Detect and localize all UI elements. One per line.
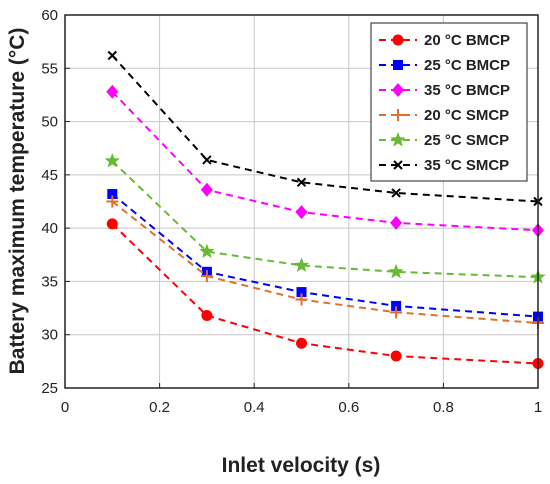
legend-marker [390,132,406,147]
legend-label: 35 °C BMCP [424,82,510,99]
data-point [104,153,120,168]
data-point [391,188,401,198]
x-axis-title: Inlet velocity (s) [222,454,381,477]
legend-marker [393,160,403,170]
legend-item: 25 °C BMCP [379,57,510,74]
y-tick-label: 60 [41,7,58,24]
series-line [111,223,539,365]
data-point [199,243,215,259]
x-tick-label: 0.4 [244,399,265,416]
series-layer [104,50,546,369]
data-point [106,218,118,230]
y-axis-title: Battery maximum temperature (°C) [6,28,29,375]
series-line [111,160,539,279]
data-point [202,155,212,165]
series-line [111,193,539,318]
data-point [390,350,402,362]
y-tick-label: 45 [41,167,58,184]
x-tick-label: 0.2 [149,399,170,416]
legend-label: 25 °C SMCP [424,132,509,149]
data-point [391,300,402,311]
data-point [296,337,307,349]
legend-item: 35 °C SMCP [379,157,509,174]
x-tick-label: 0.6 [338,399,359,416]
legend-marker [392,83,404,97]
y-tick-label: 25 [41,380,58,397]
data-point [296,177,307,188]
legend-box [370,22,528,182]
series-0 [106,218,544,369]
plot-frame [64,14,539,389]
data-point [295,205,308,220]
series-1 [107,189,543,322]
x-tick-label: 0 [61,399,69,416]
data-point [107,189,118,200]
y-tick-label: 50 [41,114,58,131]
data-point [390,306,403,319]
y-tick-label: 55 [41,60,58,77]
legend-label: 35 °C SMCP [424,157,509,174]
x-tick-label: 0.8 [433,399,454,416]
data-point [390,215,403,230]
legend-item: 35 °C BMCP [379,82,510,99]
data-point [200,270,213,283]
data-point [201,310,213,322]
legend-label: 20 °C SMCP [424,107,509,124]
y-tick-label: 30 [41,327,58,344]
legend-item: 25 °C SMCP [379,132,509,149]
series-line [111,200,539,324]
data-point [296,287,307,298]
data-point [200,182,213,197]
data-point [388,263,404,279]
data-point [293,257,310,272]
data-point [106,195,119,208]
legend-item: 20 °C BMCP [379,32,510,49]
legend-label: 20 °C BMCP [424,32,510,49]
legend-item: 20 °C SMCP [379,107,509,124]
legend-marker [392,109,404,121]
data-point [107,50,118,61]
data-point [106,84,119,99]
data-point [295,293,308,306]
y-tick-label: 35 [41,273,58,290]
x-tick-label: 1 [534,399,542,416]
y-tick-label: 40 [41,220,58,237]
legend-marker [393,60,403,70]
axis-ticks: 0 0.2 0.4 0.6 0.8 1 25 30 35 40 45 50 55 60 [41,7,542,416]
legend-marker [392,34,404,46]
legend-label: 25 °C BMCP [424,57,510,74]
legend: 20 °C BMCP 25 °C BMCP 35 °C BMCP 20 °C SMCP… [370,22,528,182]
